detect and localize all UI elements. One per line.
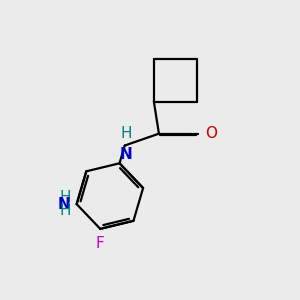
Text: H: H [121,126,132,141]
Text: F: F [96,236,105,251]
Text: O: O [205,126,217,141]
Text: N: N [120,147,133,162]
Text: H: H [59,203,71,218]
Text: N: N [58,196,71,211]
Text: H: H [59,190,71,205]
